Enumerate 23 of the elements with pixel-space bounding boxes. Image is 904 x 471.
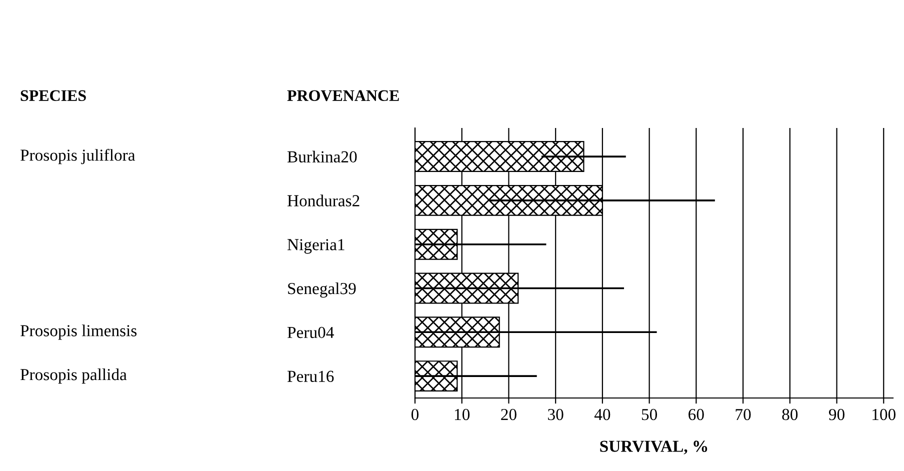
x-tick-label: 20 bbox=[501, 408, 516, 420]
y-tick-label: Honduras2 bbox=[287, 194, 360, 206]
text: SPECIES bbox=[20, 90, 86, 101]
x-tick-label: 90 bbox=[828, 408, 844, 420]
y-tick-label: Nigeria1 bbox=[287, 239, 344, 254]
x-tick-label: 0 bbox=[411, 408, 419, 420]
x-tick-label: 100 bbox=[872, 408, 896, 420]
x-tick-label: 50 bbox=[642, 408, 658, 420]
y-tick-label: Senegal39 bbox=[288, 282, 356, 298]
x-tick-label: 30 bbox=[548, 408, 564, 420]
x-tick-label: 70 bbox=[736, 408, 751, 420]
x-tick-label: 40 bbox=[594, 408, 610, 420]
x-tick-label: 80 bbox=[782, 408, 798, 420]
y-tick-label: Burkina20 bbox=[287, 150, 357, 162]
text: Prosopis pallida bbox=[20, 368, 127, 384]
x-tick-label: 60 bbox=[688, 408, 704, 420]
y-tick-label: Peru04 bbox=[287, 326, 334, 338]
text: Prosopis limensis bbox=[20, 324, 137, 340]
x-tick-label: 10 bbox=[454, 408, 470, 420]
y-tick-label: Peru16 bbox=[287, 370, 334, 382]
y-axis-title: PROVENANCE bbox=[287, 90, 399, 102]
x-axis-title: SURVIVAL, % bbox=[600, 440, 708, 454]
text: Prosopis juliflora bbox=[20, 148, 136, 164]
